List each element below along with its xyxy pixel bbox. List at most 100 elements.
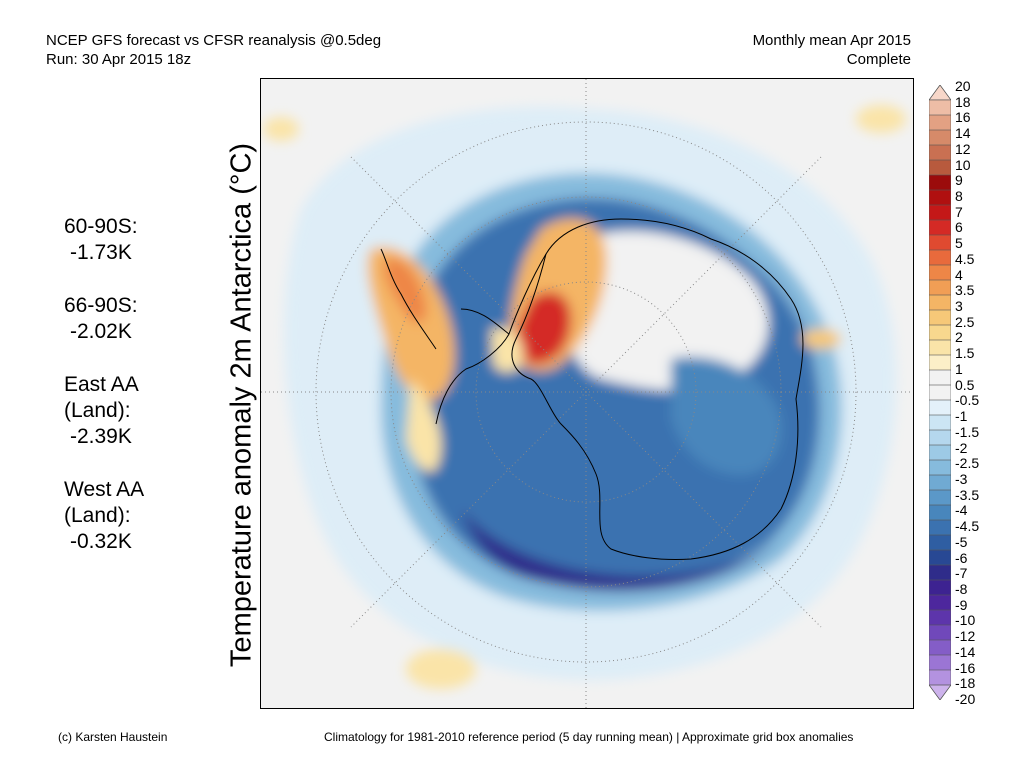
colorbar-tick-label: -12 [955,628,976,645]
colorbar-bin [928,624,952,641]
colorbar-bin [928,264,952,281]
colorbar-bin [928,444,952,461]
title-line-2: Run: 30 Apr 2015 18z [46,51,192,68]
colorbar-tick-label: -1.5 [955,423,980,440]
colorbar-tick-label: -8 [955,580,968,597]
colorbar-tick-label: -9 [955,596,968,613]
colorbar-bin [928,654,952,671]
colorbar-tick-label: 1 [955,360,963,377]
colorbar-bin [928,324,952,341]
colorbar-tick-label: -5 [955,533,968,550]
colorbar-tick-label: -3.5 [955,486,980,503]
colorbar-bin [928,174,952,191]
colorbar-bin [928,639,952,656]
colorbar-bin [928,339,952,356]
colorbar-bin [928,189,952,206]
colorbar-tick-label: 14 [955,125,971,142]
map-canvas [261,79,913,708]
colorbar-bin [928,459,952,476]
colorbar-tick-label: -6 [955,549,968,566]
colorbar [928,84,952,701]
period-block: Monthly mean Apr 2015 Complete [753,31,911,69]
colorbar-bin [928,204,952,221]
colorbar-tick-label: 4.5 [955,250,975,267]
colorbar-bin [928,564,952,581]
colorbar-tick-label: -20 [955,691,976,707]
credit-text: (c) Karsten Haustein [58,730,168,744]
colorbar-bin [928,594,952,611]
colorbar-tick-label: -4.5 [955,518,980,535]
stat-label: West AA (Land): [64,478,145,527]
colorbar-tick-label: 9 [955,172,963,189]
colorbar-tick-label: 12 [955,140,971,157]
period-line-1: Monthly mean Apr 2015 [752,32,911,49]
title-line-1: NCEP GFS forecast vs CFSR reanalysis @0.… [46,32,382,49]
colorbar-tick-label: 2.5 [955,313,975,330]
colorbar-bin [928,234,952,251]
colorbar-tick-label: -2 [955,439,968,456]
colorbar-tick-label: -16 [955,659,976,676]
colorbar-bin [928,504,952,521]
colorbar-top-arrow [928,84,952,101]
colorbar-bin [928,219,952,236]
colorbar-tick-label: -2.5 [955,455,980,472]
anomaly-field [263,105,906,689]
stat-value: -0.32K [70,530,132,553]
colorbar-bin [928,474,952,491]
graticule [261,79,913,708]
colorbar-tick-label: -18 [955,675,976,692]
stat-east-aa-land: East AA (Land): -2.39K [64,372,144,450]
colorbar-bin [928,129,952,146]
colorbar-bin [928,534,952,551]
colorbar-tick-label: 3 [955,298,963,315]
colorbar-bin [928,579,952,596]
colorbar-labels: 20 18 16 14 12 10 9 8 7 6 5 4.5 4 3.5 3 2.5 2 1.5 1 0.5 -0.5… [955,79,1015,706]
colorbar-bin [928,609,952,626]
stat-value: -2.02K [70,320,132,343]
colorbar-bin [928,369,952,386]
colorbar-bin [928,519,952,536]
colorbar-tick-label: 20 [955,78,971,94]
stat-label: East AA (Land): [64,373,139,422]
colorbar-tick-label: -1 [955,408,968,425]
colorbar-tick-label: -10 [955,612,976,629]
colorbar-tick-label: -0.5 [955,392,980,409]
colorbar-tick-label: 5 [955,235,963,252]
colorbar-tick-label: 16 [955,109,971,126]
stat-value: -2.39K [70,425,132,448]
colorbar-tick-label: 8 [955,188,963,205]
colorbar-tick-label: -3 [955,470,968,487]
colorbar-bin [928,429,952,446]
anomaly-stats: 60-90S: -1.73K 66-90S: -2.02K East AA (L… [64,214,144,582]
colorbar-tick-label: 6 [955,219,963,236]
stat-label: 60-90S: [64,215,138,238]
map-axis-label: Temperature anomaly 2m Antarctica (°C) [225,142,258,668]
period-line-2: Complete [846,51,911,68]
colorbar-bin [928,414,952,431]
colorbar-bin [928,99,952,116]
stat-west-aa-land: West AA (Land): -0.32K [64,477,144,555]
colorbar-tick-label: 0.5 [955,376,975,393]
colorbar-tick-label: -14 [955,643,976,660]
colorbar-svg [928,84,952,701]
colorbar-tick-label: -4 [955,502,968,519]
colorbar-bin [928,669,952,686]
stat-66-90s: 66-90S: -2.02K [64,293,144,345]
colorbar-tick-label: 4 [955,266,963,283]
climatology-note: Climatology for 1981-2010 reference peri… [324,730,854,744]
antarctica-anomaly-map [260,78,914,709]
colorbar-bin [928,294,952,311]
colorbar-bin [928,279,952,296]
colorbar-bin [928,144,952,161]
stat-label: 66-90S: [64,294,138,317]
coastline [380,218,804,560]
colorbar-tick-label: 3.5 [955,282,975,299]
colorbar-bottom-arrow [928,684,952,701]
colorbar-bin [928,549,952,566]
colorbar-bin [928,114,952,131]
title-block: NCEP GFS forecast vs CFSR reanalysis @0.… [46,31,381,69]
colorbar-bin [928,399,952,416]
stat-60-90s: 60-90S: -1.73K [64,214,144,266]
colorbar-bin [928,309,952,326]
colorbar-bin [928,159,952,176]
